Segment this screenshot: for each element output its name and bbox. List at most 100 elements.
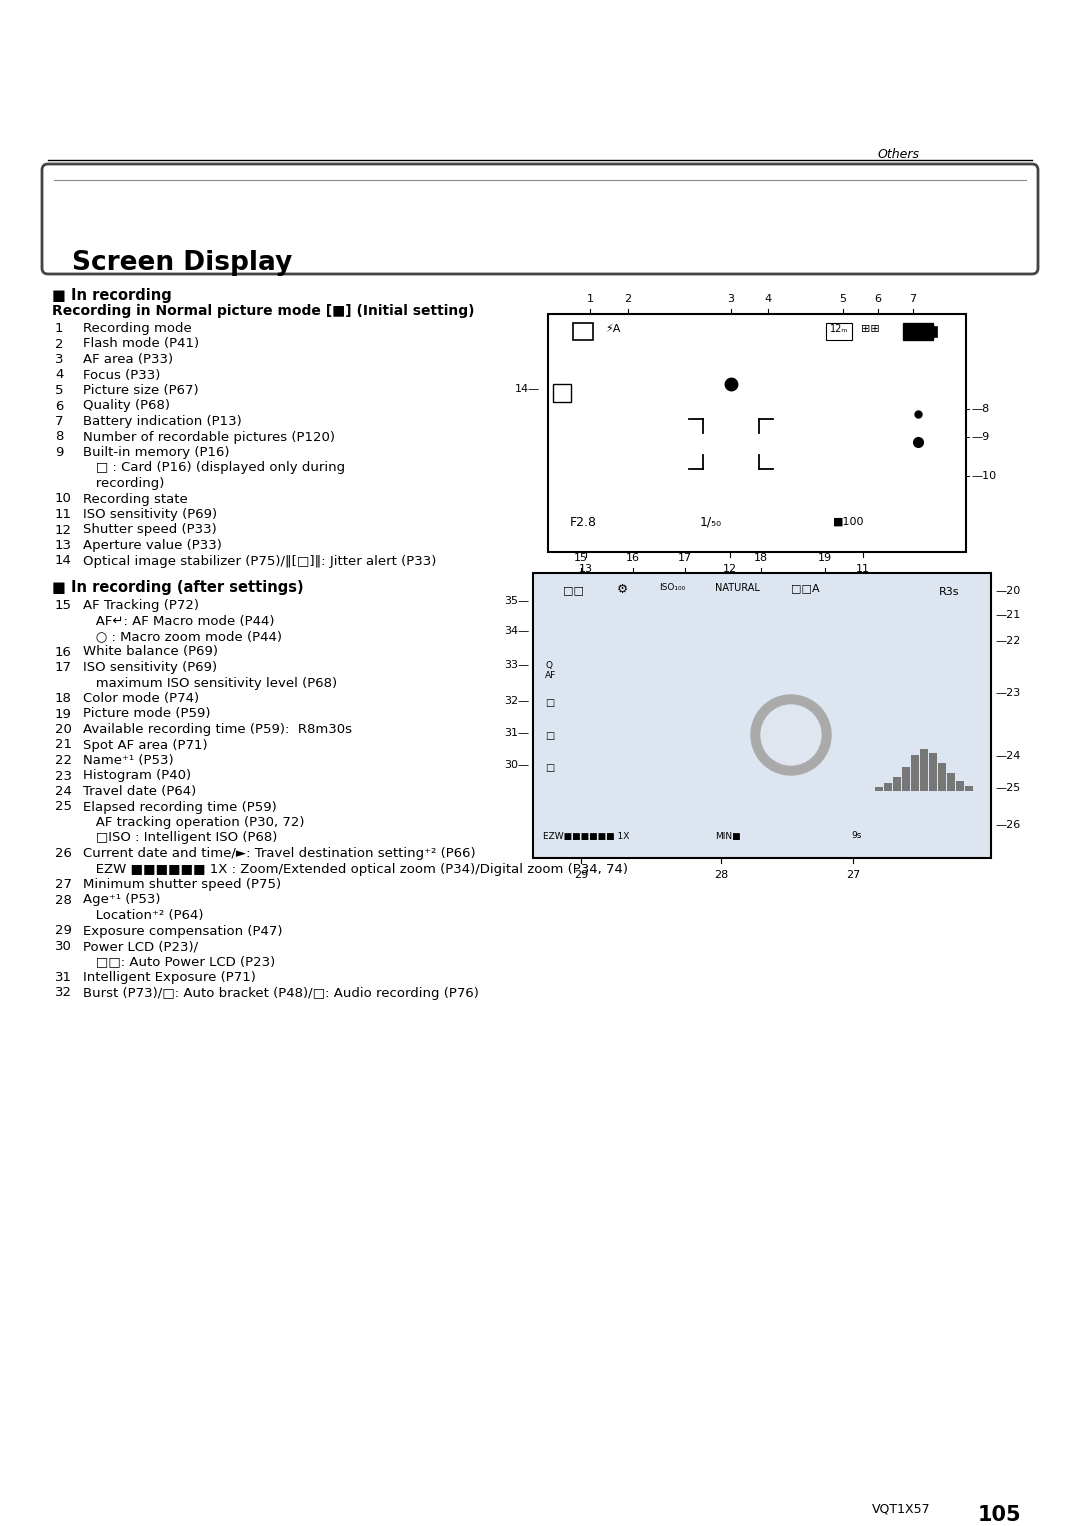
Text: —8: —8 — [971, 404, 989, 414]
Text: 34—: 34— — [503, 626, 529, 636]
Text: recording): recording) — [83, 478, 164, 490]
Text: Recording mode: Recording mode — [83, 322, 192, 336]
Text: 1: 1 — [55, 322, 64, 336]
Text: ■ In recording (after settings): ■ In recording (after settings) — [52, 580, 303, 595]
Text: 21: 21 — [55, 739, 72, 751]
Text: Available recording time (P59):  R8m30s: Available recording time (P59): R8m30s — [83, 723, 352, 736]
Bar — [826, 324, 852, 340]
Text: Age⁺¹ (P53): Age⁺¹ (P53) — [83, 894, 161, 906]
Text: 2: 2 — [624, 295, 632, 304]
Text: □: □ — [545, 697, 554, 708]
Text: Screen Display: Screen Display — [72, 250, 293, 276]
Text: 33—: 33— — [504, 661, 529, 670]
Bar — [553, 385, 571, 401]
Text: □: □ — [545, 763, 554, 774]
Text: Number of recordable pictures (P120): Number of recordable pictures (P120) — [83, 430, 335, 444]
Text: 1: 1 — [586, 295, 594, 304]
Text: Recording in Normal picture mode [■] (Initial setting): Recording in Normal picture mode [■] (In… — [52, 304, 474, 317]
Text: MIN■: MIN■ — [715, 832, 741, 841]
Text: Picture mode (P59): Picture mode (P59) — [83, 708, 211, 720]
Text: 35—: 35— — [504, 597, 529, 606]
Text: EZW■■■■■■ 1X: EZW■■■■■■ 1X — [543, 832, 630, 841]
Text: AF tracking operation (P30, 72): AF tracking operation (P30, 72) — [83, 816, 305, 829]
Text: 10: 10 — [55, 493, 72, 505]
Text: 3: 3 — [55, 353, 64, 366]
Text: 27: 27 — [55, 877, 72, 891]
Text: Current date and time/►: Travel destination setting⁺² (P66): Current date and time/►: Travel destinat… — [83, 847, 475, 861]
Text: 28: 28 — [714, 870, 728, 881]
Text: Battery indication (P13): Battery indication (P13) — [83, 415, 242, 427]
Text: □ : Card (P16) (displayed only during: □ : Card (P16) (displayed only during — [83, 461, 346, 475]
Text: 11: 11 — [55, 508, 72, 520]
Bar — [875, 787, 883, 790]
Circle shape — [761, 705, 821, 765]
Text: ⚙: ⚙ — [617, 583, 629, 597]
Text: Power LCD (P23)/: Power LCD (P23)/ — [83, 940, 198, 954]
Text: 6: 6 — [875, 295, 881, 304]
Text: —20: —20 — [995, 586, 1021, 597]
Bar — [893, 777, 901, 790]
Text: —26: —26 — [995, 819, 1021, 830]
Text: 8: 8 — [55, 430, 64, 444]
Text: Recording state: Recording state — [83, 493, 188, 505]
Bar — [548, 314, 966, 552]
Text: □ISO : Intelligent ISO (P68): □ISO : Intelligent ISO (P68) — [83, 832, 278, 844]
Text: 14: 14 — [55, 554, 72, 568]
Text: ■ In recording: ■ In recording — [52, 288, 172, 304]
Text: ISO sensitivity (P69): ISO sensitivity (P69) — [83, 508, 217, 520]
Text: Spot AF area (P71): Spot AF area (P71) — [83, 739, 207, 751]
Text: Q
AF: Q AF — [545, 661, 556, 681]
Text: Built-in memory (P16): Built-in memory (P16) — [83, 446, 229, 459]
Text: 7: 7 — [55, 415, 64, 427]
Text: Elapsed recording time (P59): Elapsed recording time (P59) — [83, 801, 276, 813]
Text: AF↵: AF Macro mode (P44): AF↵: AF Macro mode (P44) — [83, 615, 274, 627]
Bar — [920, 749, 928, 790]
Text: 9: 9 — [55, 446, 64, 459]
Bar — [947, 774, 955, 790]
Text: Quality (P68): Quality (P68) — [83, 400, 170, 412]
Text: AF Tracking (P72): AF Tracking (P72) — [83, 600, 199, 612]
Text: Aperture value (P33): Aperture value (P33) — [83, 539, 221, 552]
Text: Location⁺² (P64): Location⁺² (P64) — [83, 909, 203, 922]
Text: 19: 19 — [55, 708, 72, 720]
Text: Optical image stabilizer (P75)/‖[□]‖: Jitter alert (P33): Optical image stabilizer (P75)/‖[□]‖: Ji… — [83, 554, 436, 568]
Text: EZW ■■■■■■ 1X : Zoom/Extended optical zoom (P34)/Digital zoom (P34, 74): EZW ■■■■■■ 1X : Zoom/Extended optical zo… — [83, 862, 627, 876]
Text: ○ : Macro zoom mode (P44): ○ : Macro zoom mode (P44) — [83, 630, 282, 642]
Text: 31—: 31— — [504, 728, 529, 739]
Text: 16: 16 — [55, 645, 72, 659]
Text: 15: 15 — [573, 552, 588, 563]
Text: —23: —23 — [995, 688, 1021, 697]
Bar — [939, 763, 946, 790]
Text: 1/₅₀: 1/₅₀ — [700, 516, 723, 528]
Text: —22: —22 — [995, 636, 1021, 645]
Bar — [956, 781, 964, 790]
Bar — [912, 755, 919, 790]
Text: Color mode (P74): Color mode (P74) — [83, 691, 199, 705]
Text: 2: 2 — [55, 337, 64, 351]
Text: Name⁺¹ (P53): Name⁺¹ (P53) — [83, 754, 174, 768]
FancyBboxPatch shape — [42, 163, 1038, 275]
Text: 12: 12 — [55, 523, 72, 537]
Text: Minimum shutter speed (P75): Minimum shutter speed (P75) — [83, 877, 281, 891]
Bar — [573, 324, 593, 340]
Text: □: □ — [545, 731, 554, 742]
Text: F2.8: F2.8 — [570, 516, 597, 528]
Text: 23: 23 — [55, 769, 72, 783]
Text: 4: 4 — [765, 295, 771, 304]
Text: 12: 12 — [723, 565, 737, 574]
Text: □□A: □□A — [791, 583, 820, 594]
Text: R3s: R3s — [939, 588, 959, 597]
Text: Others: Others — [878, 148, 920, 162]
Bar — [933, 327, 937, 337]
Text: 19: 19 — [818, 552, 832, 563]
Text: 18: 18 — [55, 691, 72, 705]
Text: 105: 105 — [978, 1505, 1022, 1524]
Text: 12ₘ: 12ₘ — [829, 324, 848, 334]
Text: VQT1X57: VQT1X57 — [872, 1502, 931, 1515]
Text: 25: 25 — [55, 801, 72, 813]
Text: □□: Auto Power LCD (P23): □□: Auto Power LCD (P23) — [83, 955, 275, 969]
Text: maximum ISO sensitivity level (P68): maximum ISO sensitivity level (P68) — [83, 676, 337, 690]
Text: ISO₁₀₀: ISO₁₀₀ — [659, 583, 685, 592]
Text: 20: 20 — [55, 723, 72, 736]
Text: 29: 29 — [55, 925, 72, 937]
